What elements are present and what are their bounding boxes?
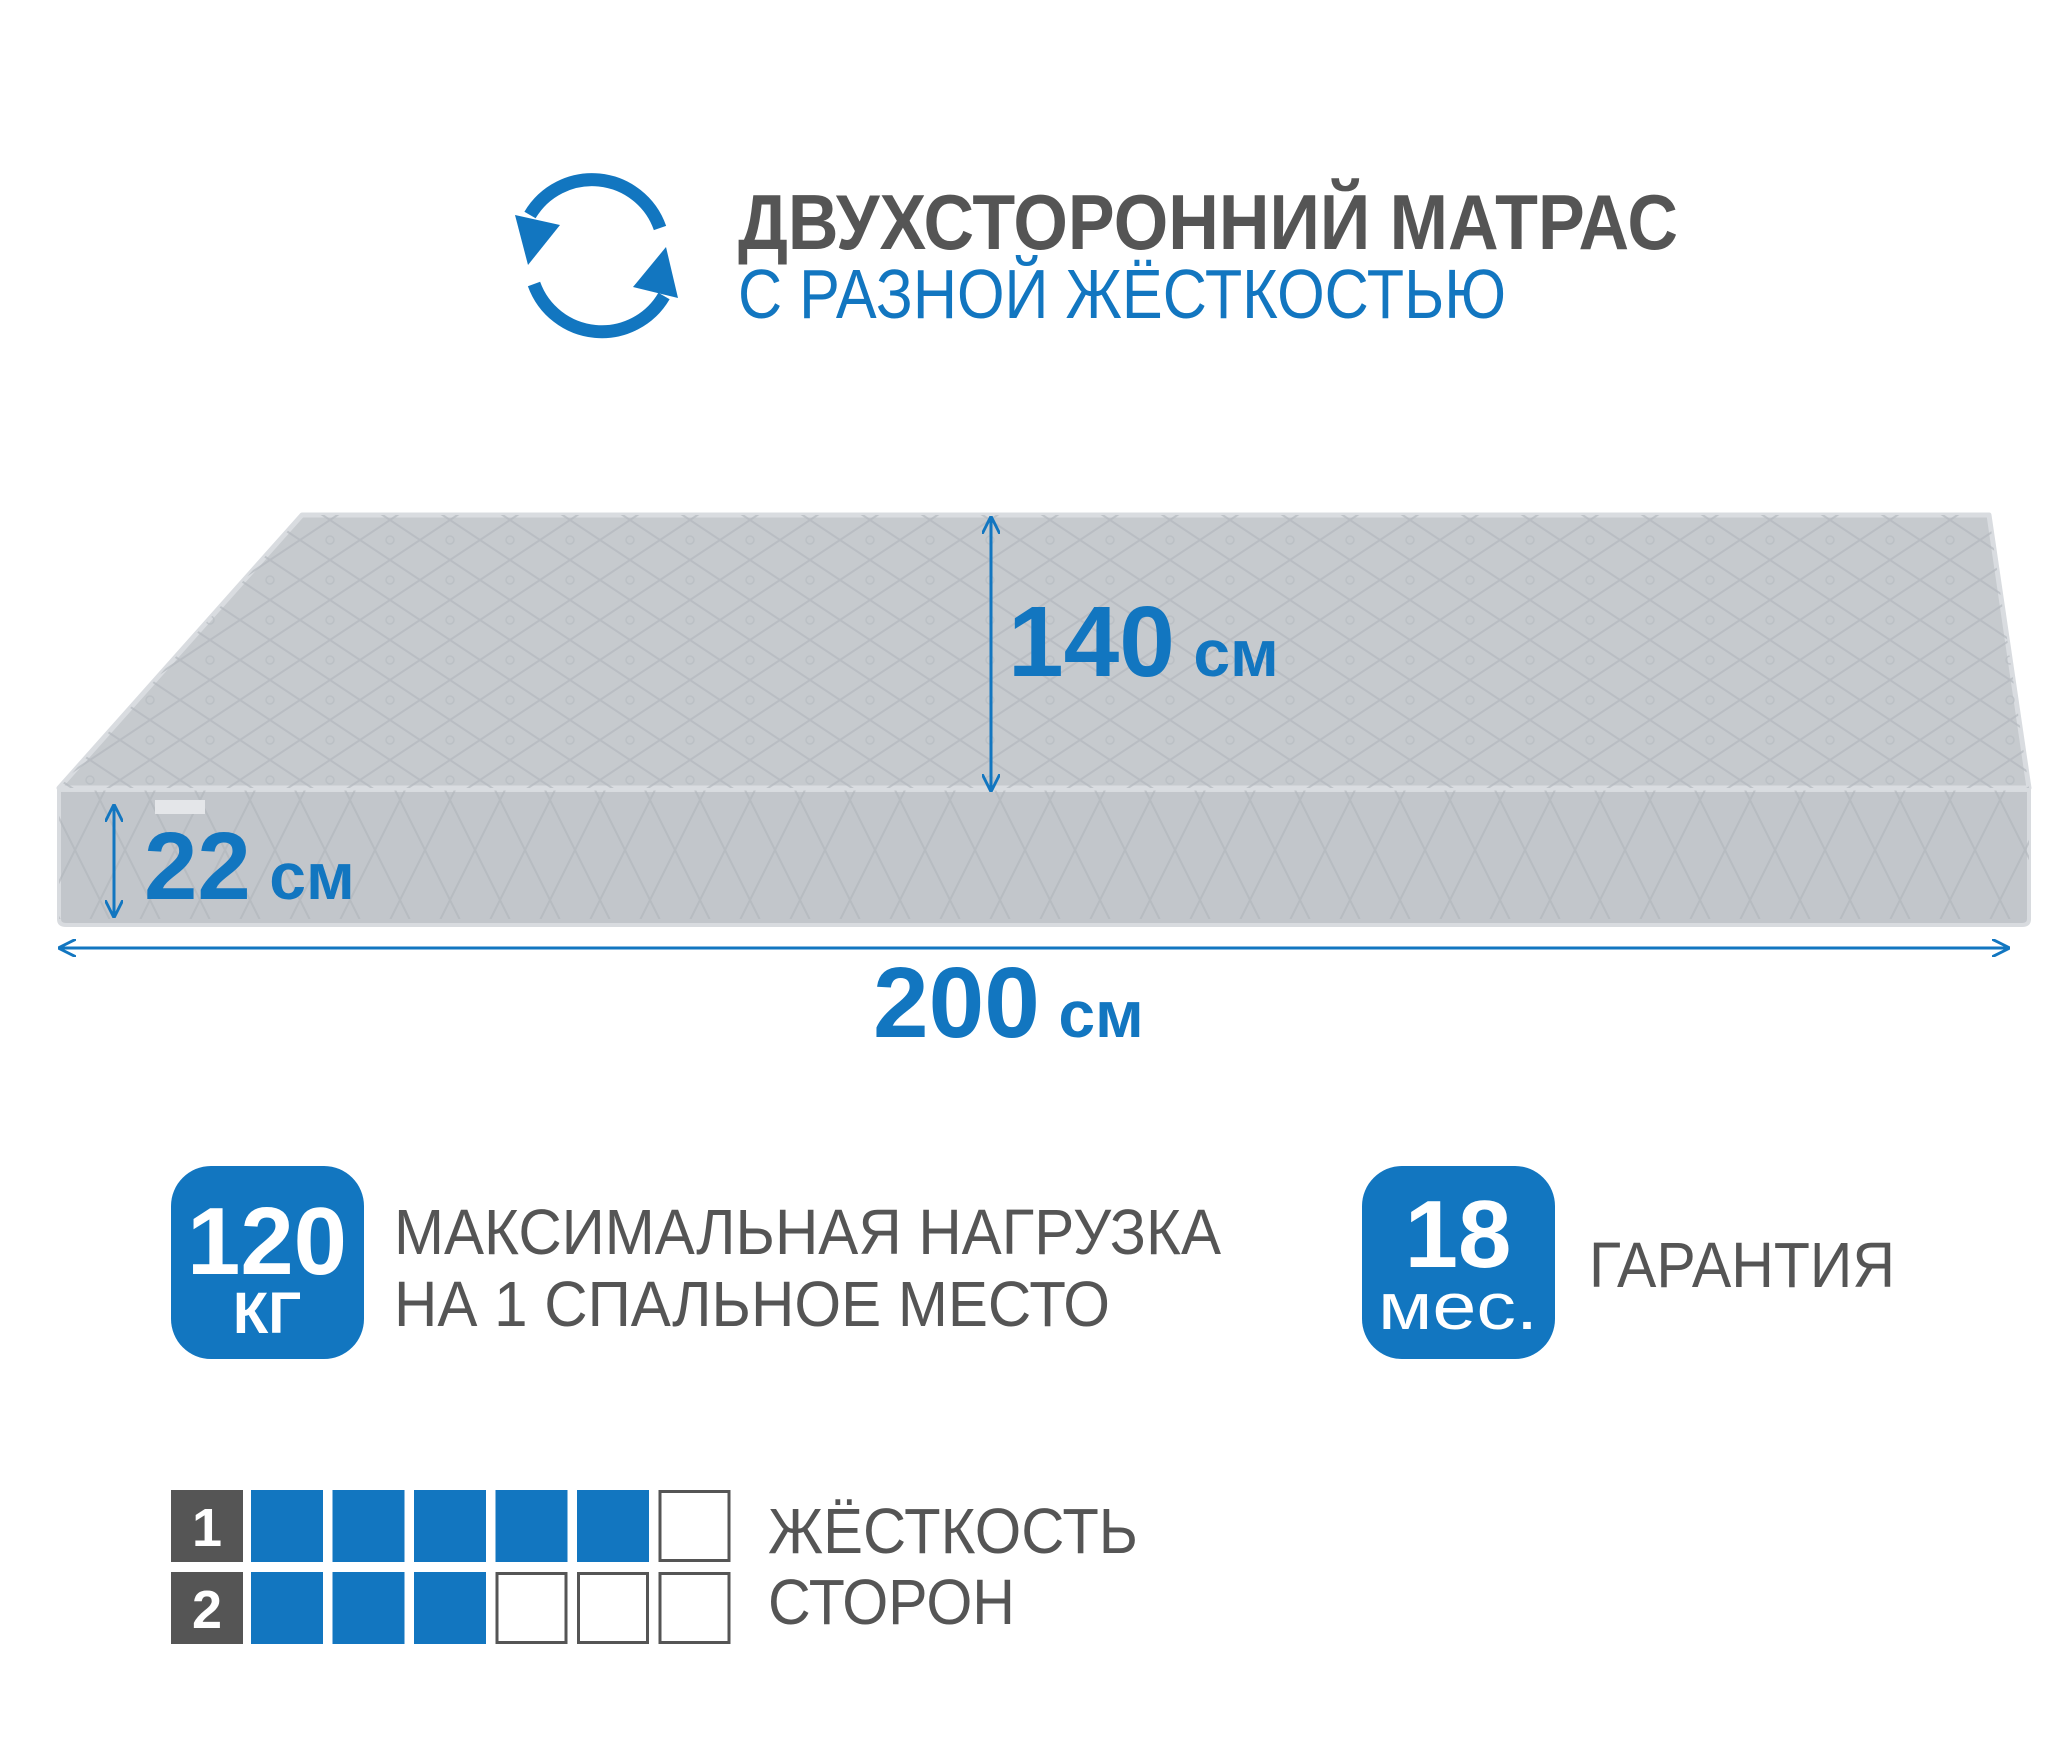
firmness-cell-empty bbox=[495, 1572, 568, 1644]
firmness-row-side-1: 1 bbox=[171, 1490, 731, 1562]
firmness-cell-filled bbox=[414, 1490, 486, 1562]
side-number: 2 bbox=[192, 1580, 222, 1640]
refresh-cycle-icon bbox=[515, 173, 678, 339]
width-value: 140 bbox=[1008, 586, 1175, 698]
width-unit: см bbox=[1193, 616, 1279, 690]
firmness-cell-empty bbox=[658, 1572, 731, 1644]
firmness-row-side-2: 2 bbox=[171, 1572, 731, 1644]
max-load-badge: 120 КГ bbox=[171, 1166, 364, 1359]
title-line-2: С РАЗНОЙ ЖЁСТКОСТЬЮ bbox=[738, 254, 1506, 333]
firmness-cell-filled bbox=[414, 1572, 486, 1644]
firmness-cell-empty bbox=[577, 1572, 649, 1644]
height-unit: см bbox=[269, 839, 355, 913]
warranty-label: ГАРАНТИЯ bbox=[1589, 1229, 1895, 1301]
firmness-cell-filled bbox=[495, 1490, 568, 1562]
length-label: 200 см bbox=[873, 947, 1144, 1059]
side-number-box bbox=[171, 1572, 243, 1644]
firmness-cell-filled bbox=[332, 1490, 405, 1562]
height-value: 22 bbox=[144, 813, 251, 920]
firmness-cell-empty bbox=[658, 1490, 731, 1562]
side-number-box bbox=[171, 1490, 243, 1562]
firmness-scale: 12 bbox=[171, 1490, 731, 1644]
warranty-badge: 18 мес. bbox=[1362, 1166, 1555, 1359]
firmness-label-2: СТОРОН bbox=[768, 1566, 1015, 1638]
length-value: 200 bbox=[873, 947, 1040, 1059]
width-label: 140 см bbox=[1008, 586, 1279, 698]
max-load-unit: КГ bbox=[233, 1281, 301, 1346]
height-label: 22 см bbox=[144, 813, 355, 920]
title-line-1: ДВУХСТОРОННИЙ МАТРАС bbox=[738, 178, 1678, 266]
side-number: 1 bbox=[192, 1498, 222, 1558]
max-load-line-1: МАКСИМАЛЬНАЯ НАГРУЗКА bbox=[394, 1196, 1221, 1268]
firmness-cell-filled bbox=[251, 1572, 323, 1644]
max-load-value: 120 bbox=[187, 1188, 347, 1295]
firmness-cell-filled bbox=[251, 1490, 323, 1562]
firmness-cell-filled bbox=[577, 1490, 649, 1562]
length-unit: см bbox=[1058, 977, 1144, 1051]
max-load-line-2: НА 1 СПАЛЬНОЕ МЕСТО bbox=[394, 1268, 1110, 1340]
firmness-label-1: ЖЁСТКОСТЬ bbox=[768, 1495, 1138, 1567]
warranty-value: 18 bbox=[1405, 1181, 1512, 1288]
warranty-unit: мес. bbox=[1378, 1269, 1538, 1343]
mattress-image bbox=[56, 512, 2032, 927]
firmness-cell-filled bbox=[332, 1572, 405, 1644]
